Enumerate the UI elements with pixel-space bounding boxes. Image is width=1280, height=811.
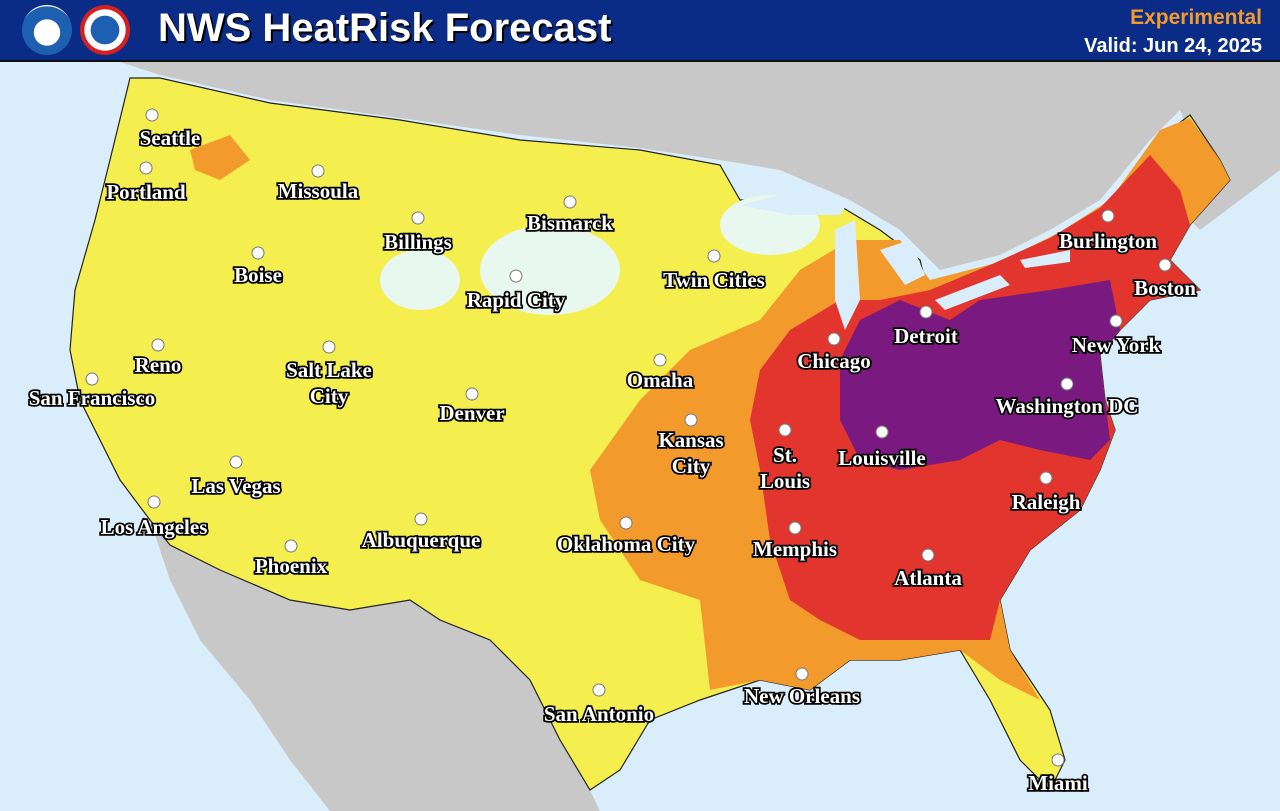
city-marker [145,108,159,122]
city-label: San Antonio [544,702,654,726]
city-label: Rapid City [467,288,566,312]
city-label: St. [773,443,797,467]
city-marker [919,305,933,319]
city-label: Memphis [753,537,837,561]
city-marker [411,211,425,225]
city-marker [875,425,889,439]
city-marker [827,332,841,346]
city-label: New Orleans [744,684,860,708]
city-label: Omaha [627,368,694,392]
city-label: Oklahoma City [557,532,696,556]
valid-date: Valid: Jun 24, 2025 [1084,35,1262,57]
city-label: Boston [1134,276,1196,300]
risk-moderate-idaho [190,135,250,180]
city-marker [229,455,243,469]
city-label: Phoenix [255,554,328,578]
nws-logo [80,5,130,55]
city-marker [1060,377,1074,391]
city-label: Missoula [278,179,359,203]
city-marker [322,340,336,354]
city-marker [592,683,606,697]
city-marker [788,521,802,535]
city-marker [707,249,721,263]
city-label: Reno [135,353,182,377]
city-label: New York [1072,333,1161,357]
city-marker [151,338,165,352]
page-title: NWS HeatRisk Forecast [158,6,612,50]
risk-extreme-area [840,280,1120,470]
heatrisk-map: Seattle Portland Missoula Boise Billings Bism… [27,62,1280,811]
city-label: Atlanta [894,566,962,590]
city-marker [139,161,153,175]
city-label: Detroit [894,324,958,348]
city-marker [921,548,935,562]
city-label: Albuquerque [362,528,481,552]
city-label: Chicago [797,349,871,373]
city-marker [509,269,523,283]
city-marker [1101,209,1115,223]
city-marker [795,667,809,681]
city-marker [251,246,265,260]
city-marker [619,516,633,530]
noaa-logo [22,5,72,55]
city-marker [1158,258,1172,272]
city-marker [1039,471,1053,485]
city-marker [563,195,577,209]
city-marker [1109,314,1123,328]
mexico-land [150,520,600,811]
city-label: Los Angeles [101,515,208,539]
city-marker [778,423,792,437]
city-label: Burlington [1059,229,1157,253]
city-label: Louisville [838,446,926,470]
city-marker [85,372,99,386]
city-label: Las Vegas [191,474,280,498]
city-label: Raleigh [1012,490,1081,514]
city-marker [465,387,479,401]
city-label-line2: Louis [760,469,810,493]
city-label: San Francisco [29,386,156,410]
city-label: Twin Cities [663,268,765,292]
risk-none-plains [480,225,620,315]
great-lakes [740,190,1070,330]
city-label: Washington DC [996,394,1139,418]
city-label: Denver [439,401,504,425]
city-label-line2: City [672,454,711,478]
city-marker [284,539,298,553]
city-label: Bismarck [527,211,613,235]
city-marker [414,512,428,526]
city-label: Salt Lake [286,358,372,382]
city-label-line2: City [310,384,349,408]
city-marker [311,164,325,178]
city-label: Boise [234,263,282,287]
header-bar: NWS HeatRisk Forecast Experimental Valid… [0,0,1280,62]
risk-none-montana [380,250,460,310]
city-marker [147,495,161,509]
experimental-label: Experimental [1130,6,1262,29]
city-label: Seattle [140,126,201,150]
city-label: Billings [384,230,452,254]
canada-land [120,62,1280,270]
city-label: Portland [106,180,186,204]
city-marker [1051,753,1065,767]
city-label: Miami [1028,771,1088,795]
city-marker [653,353,667,367]
city-label: Kansas [658,428,723,452]
city-marker [684,413,698,427]
